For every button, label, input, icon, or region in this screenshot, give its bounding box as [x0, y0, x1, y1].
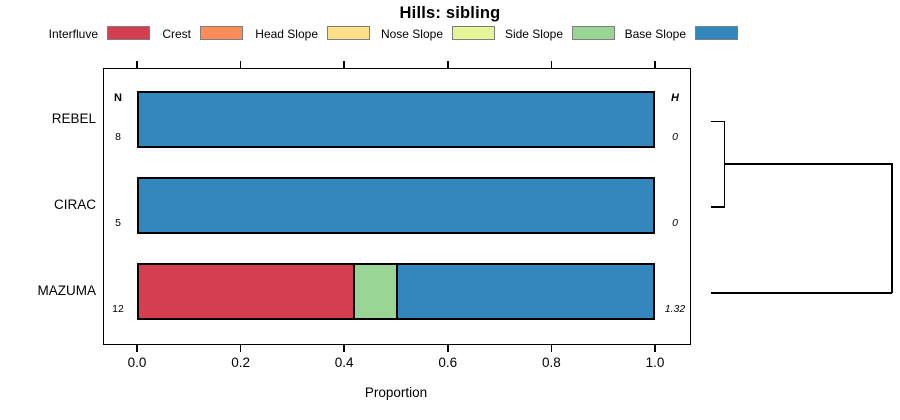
n-column-header: N: [114, 92, 122, 104]
h-column-header: H: [671, 92, 679, 104]
bar-cirac: [137, 177, 655, 234]
dendrogram-merge-horizontal: [723, 163, 893, 165]
dendrogram-rebel-stub: [711, 120, 725, 122]
bar-segment-base-slope: [395, 265, 653, 318]
dendrogram-cirac-stub: [711, 206, 725, 208]
legend-swatch-nose-slope: [452, 26, 495, 40]
bar-mazuma: [137, 263, 655, 320]
h-value: 0: [672, 131, 678, 143]
legend-label: Side Slope: [504, 27, 563, 41]
legend-label: Nose Slope: [380, 27, 443, 41]
row-label-rebel: REBEL: [51, 110, 96, 126]
legend-label: Base Slope: [624, 27, 686, 41]
x-tick-bottom: [239, 345, 242, 352]
legend-swatch-base-slope: [695, 26, 738, 40]
legend-swatch-head-slope: [327, 26, 370, 40]
n-value: 8: [115, 131, 121, 143]
x-tick-top: [550, 61, 553, 68]
x-tick-label: 0.8: [542, 355, 561, 370]
x-tick-label: 0.2: [231, 355, 250, 370]
legend-swatch-crest: [200, 26, 243, 40]
row-label-cirac: CIRAC: [53, 196, 96, 212]
x-tick-bottom: [550, 345, 553, 352]
x-tick-top: [343, 61, 345, 68]
x-axis-title: Proportion: [364, 385, 428, 400]
x-tick-label: 0.6: [438, 355, 458, 370]
bar-segment-base-slope: [139, 179, 653, 232]
n-value: 5: [115, 217, 121, 229]
x-tick-label: 1.0: [645, 355, 665, 370]
x-tick-bottom: [343, 345, 345, 352]
bar-segment-base-slope: [139, 93, 653, 146]
dendrogram-root-vertical: [891, 163, 893, 293]
legend-swatch-interfluve: [107, 26, 150, 40]
n-value: 12: [112, 303, 124, 315]
h-value: 0: [672, 217, 678, 229]
legend-label: Head Slope: [255, 27, 318, 41]
legend-swatch-side-slope: [572, 26, 615, 40]
x-tick-label: 0.0: [127, 355, 147, 370]
x-tick-bottom: [447, 345, 449, 352]
x-tick-top: [239, 61, 242, 68]
legend-label: Interfluve: [48, 27, 98, 41]
x-tick-label: 0.4: [334, 355, 354, 370]
bar-segment-interfluve: [139, 265, 354, 318]
x-tick-top: [447, 61, 449, 68]
x-tick-bottom: [654, 345, 656, 352]
x-tick-bottom: [136, 345, 138, 352]
x-tick-top: [136, 61, 138, 68]
dendrogram-mazuma-stub: [711, 292, 892, 294]
bar-rebel: [137, 91, 655, 148]
h-value: 1.32: [664, 303, 686, 315]
bar-segment-side-slope: [353, 265, 396, 318]
row-label-mazuma: MAZUMA: [37, 282, 97, 298]
legend-label: Crest: [162, 27, 191, 41]
chart-title: Hills: sibling: [399, 4, 501, 22]
x-tick-top: [654, 61, 656, 68]
